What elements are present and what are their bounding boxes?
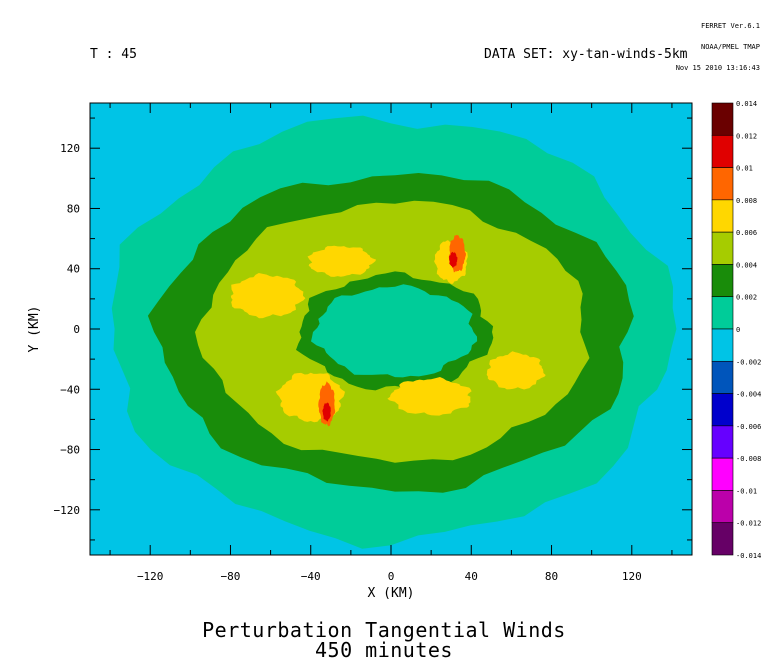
colorbar-label: 0.002 [736, 294, 757, 302]
colorbar-swatch [711, 425, 734, 459]
x-tick-label: −40 [301, 570, 321, 583]
colorbar-label: -0.008 [736, 455, 761, 463]
contour-blob [322, 402, 331, 422]
colorbar-swatch [711, 231, 734, 265]
dataset-label: DATA SET: xy-tan-winds-5km [484, 47, 688, 62]
colorbar-label: 0.008 [736, 197, 757, 205]
colorbar-swatch [711, 134, 734, 168]
contour-blob [486, 351, 546, 390]
colorbar-label: 0.004 [736, 261, 757, 269]
colorbar-swatch [711, 199, 734, 233]
y-tick-label: 0 [73, 323, 80, 336]
y-tick-label: 80 [67, 202, 80, 215]
y-tick-label: −40 [60, 383, 80, 396]
x-axis-label: X (KM) [368, 586, 415, 601]
colorbar-label: 0.01 [736, 165, 753, 173]
contour-field [90, 103, 692, 555]
colorbar-swatch [711, 167, 734, 201]
colorbar-swatch [711, 457, 734, 491]
colorbar-swatch [711, 296, 734, 330]
y-tick-label: −120 [54, 504, 81, 517]
x-tick-label: 40 [465, 570, 478, 583]
colorbar-label: 0.014 [736, 100, 757, 108]
time-label: T : 45 [90, 47, 137, 62]
contour-blob [307, 245, 377, 277]
x-tick-label: −80 [221, 570, 241, 583]
x-tick-label: −120 [137, 570, 164, 583]
colorbar-swatch [711, 393, 734, 427]
colorbar-label: -0.004 [736, 391, 761, 399]
colorbar-swatch [711, 264, 734, 298]
y-tick-label: 120 [60, 142, 80, 155]
x-tick-label: 80 [545, 570, 558, 583]
stamp-line-3: Nov 15 2010 13:16:43 [675, 64, 760, 72]
contour-blob [230, 273, 306, 319]
y-tick-label: −80 [60, 444, 80, 457]
x-tick-label: 0 [388, 570, 395, 583]
colorbar-label: -0.002 [736, 358, 761, 366]
colorbar-label: 0.012 [736, 132, 757, 140]
colorbar-label: 0.006 [736, 229, 757, 237]
colorbar-label: -0.01 [736, 487, 757, 495]
colorbar-swatch [711, 490, 734, 524]
chart-title: Perturbation Tangential Winds [202, 618, 566, 642]
ferret-stamp: FERRET Ver.6.1 NOAA/PMEL TMAP Nov 15 201… [596, 9, 760, 79]
x-tick-label: 120 [622, 570, 642, 583]
colorbar-swatch [711, 522, 734, 556]
colorbar-swatch [711, 360, 734, 394]
chart-subtitle: 450 minutes [315, 638, 453, 662]
colorbar-swatch [711, 328, 734, 362]
y-axis-label: Y (KM) [27, 306, 42, 353]
colorbar-label: -0.012 [736, 520, 761, 528]
colorbar-label: 0 [736, 326, 740, 334]
colorbar-label: -0.006 [736, 423, 761, 431]
contour-blob [449, 251, 458, 268]
colorbar-label: -0.014 [736, 552, 761, 560]
stamp-line-2: NOAA/PMEL TMAP [700, 43, 760, 51]
stamp-line-1: FERRET Ver.6.1 [700, 22, 760, 30]
contour-blob [387, 377, 472, 416]
colorbar-swatch [711, 102, 734, 136]
y-tick-label: 40 [67, 263, 80, 276]
